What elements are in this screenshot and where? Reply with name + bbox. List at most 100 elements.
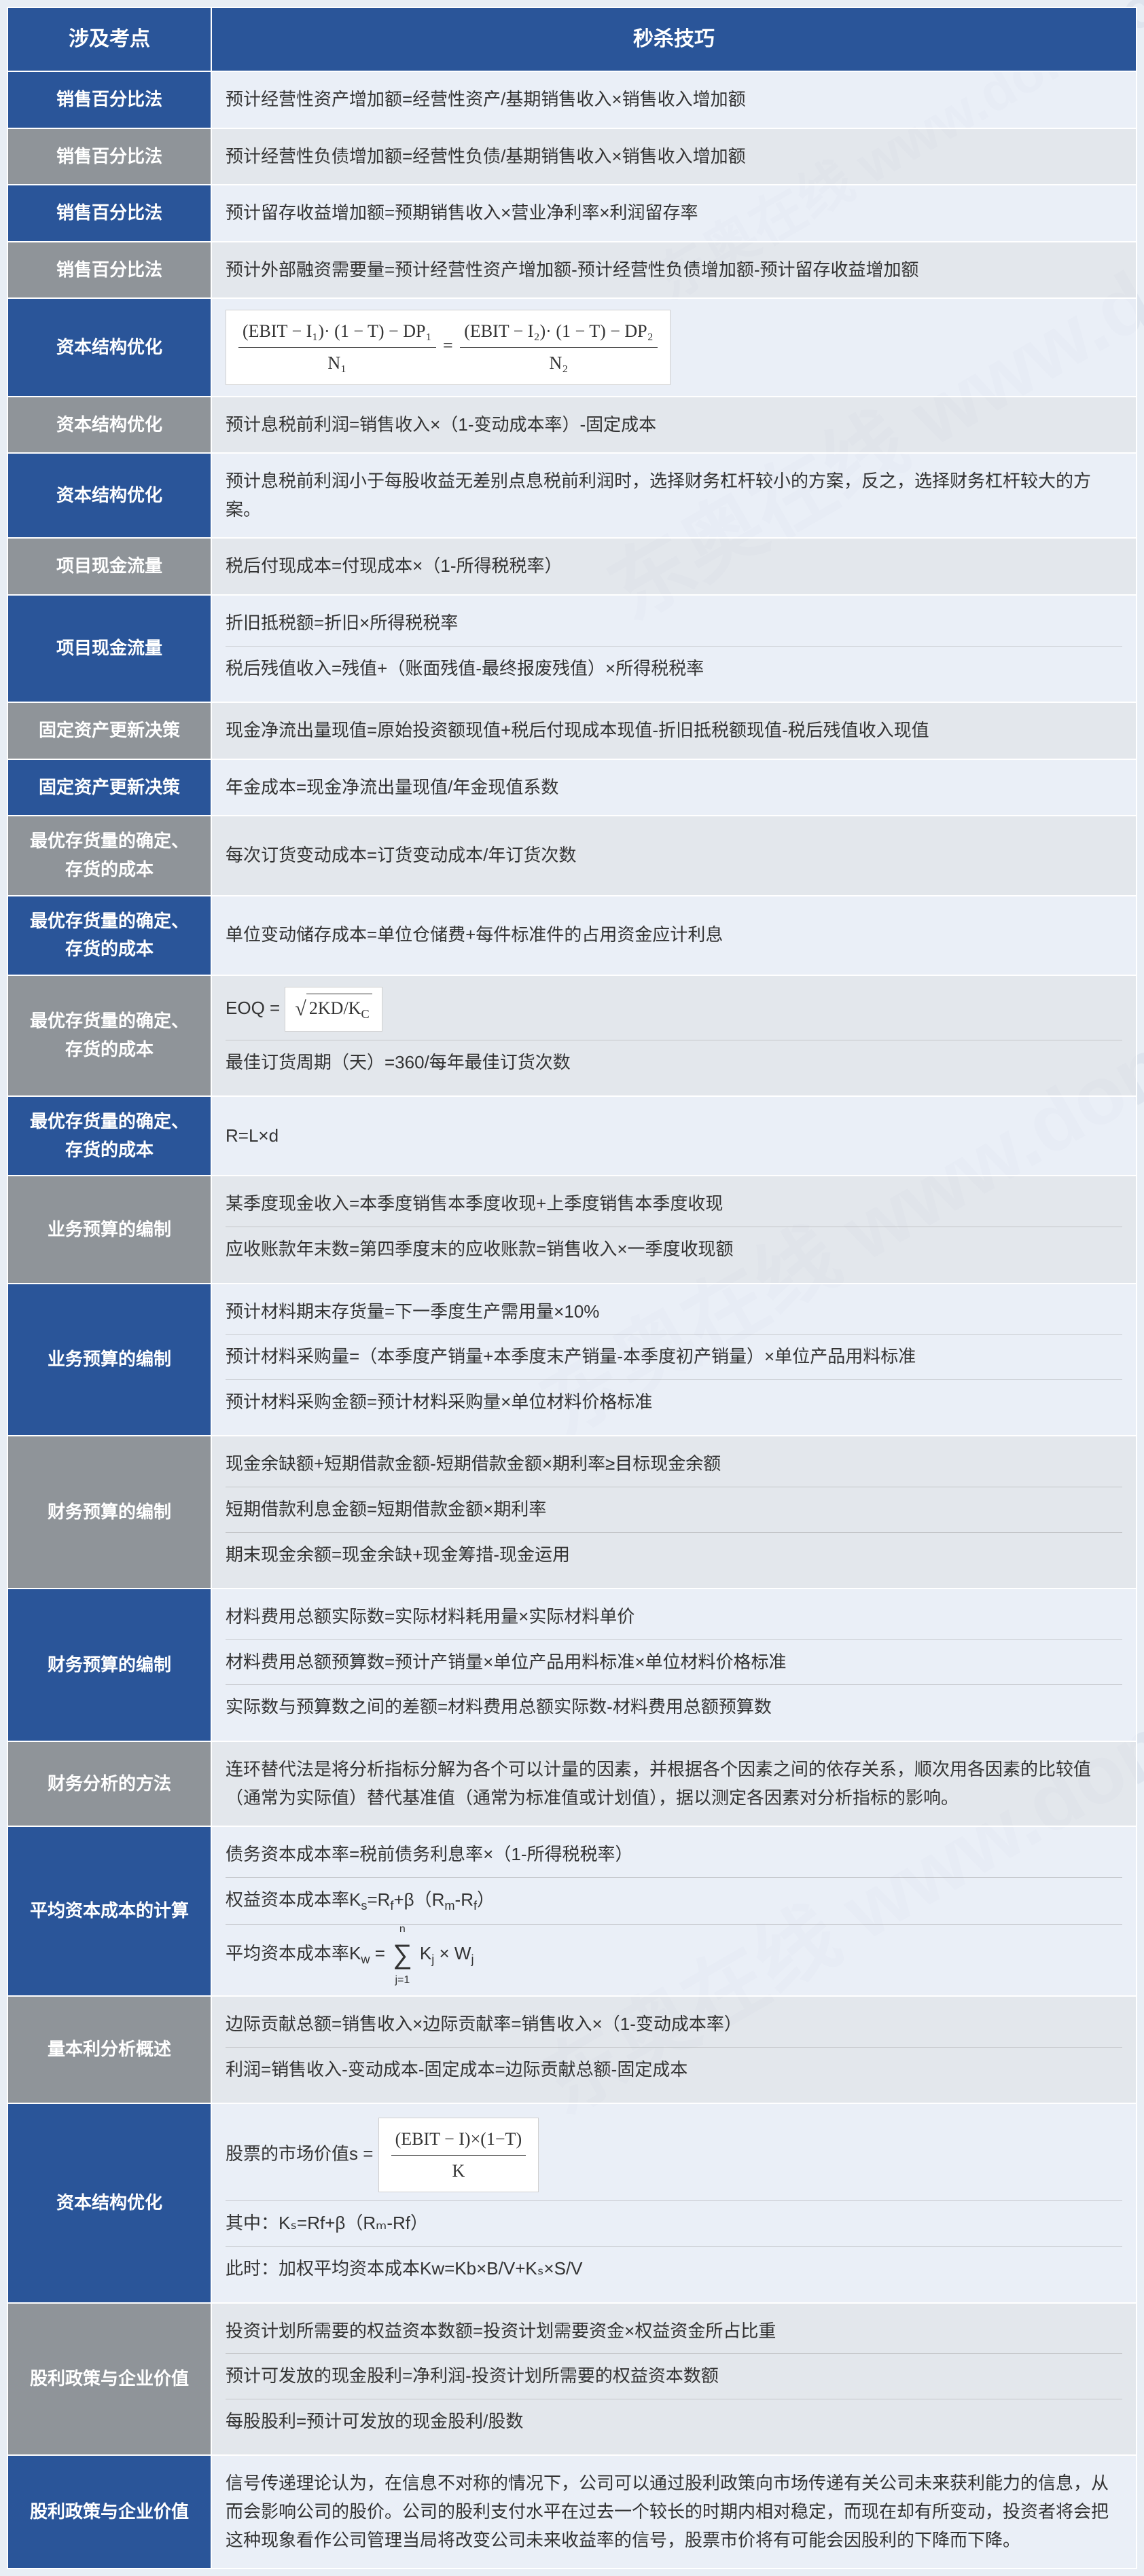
topic-cell: 平均资本成本的计算 xyxy=(7,1826,211,1996)
table-row: 销售百分比法预计经营性负债增加额=经营性负债/基期销售收入×销售收入增加额 xyxy=(7,128,1137,185)
content-line: 税后付现成本=付现成本×（1-所得税税率） xyxy=(226,552,1122,581)
table-row: 量本利分析概述边际贡献总额=销售收入×边际贡献率=销售收入×（1-变动成本率） 利… xyxy=(7,1996,1137,2103)
content-line: 年金成本=现金净流出量现值/年金现值系数 xyxy=(226,774,1122,802)
topic-cell: 资本结构优化 xyxy=(7,397,211,454)
content-cell: R=L×d xyxy=(211,1096,1137,1176)
topic-cell: 销售百分比法 xyxy=(7,128,211,185)
content-cell: 预计经营性资产增加额=经营性资产/基期销售收入×销售收入增加额 xyxy=(211,71,1137,128)
topic-cell: 业务预算的编制 xyxy=(7,1284,211,1436)
content-cell: 材料费用总额实际数=实际材料耗用量×实际材料单价材料费用总额预算数=预计产销量×… xyxy=(211,1589,1137,1741)
content-line: 应收账款年末数=第四季度末的应收账款=销售收入×一季度收现额 xyxy=(226,1227,1122,1264)
content-line: 信号传递理论认为，在信息不对称的情况下，公司可以通过股利政策向市场传递有关公司未… xyxy=(226,2469,1122,2554)
topic-cell: 最优存货量的确定、存货的成本 xyxy=(7,896,211,975)
table-row: 销售百分比法预计留存收益增加额=预期销售收入×营业净利率×利润留存率 xyxy=(7,185,1137,242)
content-cell: EOQ = √2KD/KC最佳订货周期（天）=360/每年最佳订货次数 xyxy=(211,975,1137,1097)
table-row: 资本结构优化股票的市场价值s = (EBIT − I)×(1−T)K 其中：Kₛ… xyxy=(7,2103,1137,2302)
table-row: 业务预算的编制预计材料期末存货量=下一季度生产需用量×10% 预计材料采购量=（本… xyxy=(7,1284,1137,1436)
content-cell: 债务资本成本率=税前债务利息率×（1-所得税税率） 权益资本成本率Ks=Rf+β… xyxy=(211,1826,1137,1996)
content-cell: 预计息税前利润小于每股收益无差别点息税前利润时，选择财务杠杆较小的方案，反之，选… xyxy=(211,453,1137,538)
topic-cell: 销售百分比法 xyxy=(7,71,211,128)
topic-cell: 项目现金流量 xyxy=(7,538,211,595)
content-line: 材料费用总额实际数=实际材料耗用量×实际材料单价 xyxy=(226,1603,1122,1631)
content-cell: 预计息税前利润=销售收入×（1-变动成本率）-固定成本 xyxy=(211,397,1137,454)
content-line: 短期借款利息金额=短期借款金额×期利率 xyxy=(226,1487,1122,1524)
content-line: 税后残值收入=残值+（账面残值-最终报废残值）×所得税税率 xyxy=(226,646,1122,683)
content-cell: 预计材料期末存货量=下一季度生产需用量×10% 预计材料采购量=（本季度产销量+本… xyxy=(211,1284,1137,1436)
topic-cell: 资本结构优化 xyxy=(7,453,211,538)
content-line: 每次订货变动成本=订货变动成本/年订货次数 xyxy=(226,841,1122,870)
content-line: 预计息税前利润小于每股收益无差别点息税前利润时，选择财务杠杆较小的方案，反之，选… xyxy=(226,467,1122,524)
content-cell: 单位变动储存成本=单位仓储费+每件标准件的占用资金应计利息 xyxy=(211,896,1137,975)
content-line: 材料费用总额预算数=预计产销量×单位产品用料标准×单位材料价格标准 xyxy=(226,1639,1122,1677)
header-technique: 秒杀技巧 xyxy=(211,7,1137,71)
table-row: 固定资产更新决策年金成本=现金净流出量现值/年金现值系数 xyxy=(7,759,1137,816)
content-cell: 投资计划所需要的权益资本数额=投资计划需要资金×权益资金所占比重预计可发放的现金… xyxy=(211,2303,1137,2456)
content-cell: 信号传递理论认为，在信息不对称的情况下，公司可以通过股利政策向市场传递有关公司未… xyxy=(211,2455,1137,2569)
content-line: 预计材料期末存货量=下一季度生产需用量×10% xyxy=(226,1298,1122,1326)
table-row: 资本结构优化预计息税前利润小于每股收益无差别点息税前利润时，选择财务杠杆较小的方… xyxy=(7,453,1137,538)
topic-cell: 量本利分析概述 xyxy=(7,1996,211,2103)
table-row: 财务预算的编制现金余缺额+短期借款金额-短期借款金额×期利率≥目标现金余额短期借… xyxy=(7,1436,1137,1589)
topic-cell: 股利政策与企业价值 xyxy=(7,2455,211,2569)
content-cell: 现金余缺额+短期借款金额-短期借款金额×期利率≥目标现金余额短期借款利息金额=短… xyxy=(211,1436,1137,1589)
content-line: 利润=销售收入-变动成本-固定成本=边际贡献总额-固定成本 xyxy=(226,2047,1122,2084)
content-line: 投资计划所需要的权益资本数额=投资计划需要资金×权益资金所占比重 xyxy=(226,2317,1122,2346)
table-row: 项目现金流量税后付现成本=付现成本×（1-所得税税率） xyxy=(7,538,1137,595)
content-line: 预计可发放的现金股利=净利润-投资计划所需要的权益资本数额 xyxy=(226,2353,1122,2391)
content-cell: 年金成本=现金净流出量现值/年金现值系数 xyxy=(211,759,1137,816)
header-topic: 涉及考点 xyxy=(7,7,211,71)
topic-cell: 业务预算的编制 xyxy=(7,1176,211,1283)
content-line: 边际贡献总额=销售收入×边际贡献率=销售收入×（1-变动成本率） xyxy=(226,2010,1122,2039)
content-line: 现金余缺额+短期借款金额-短期借款金额×期利率≥目标现金余额 xyxy=(226,1450,1122,1479)
content-cell: 边际贡献总额=销售收入×边际贡献率=销售收入×（1-变动成本率） 利润=销售收入-… xyxy=(211,1996,1137,2103)
content-line: 折旧抵税额=折旧×所得税税率 xyxy=(226,609,1122,638)
table-row: 资本结构优化预计息税前利润=销售收入×（1-变动成本率）-固定成本 xyxy=(7,397,1137,454)
topic-cell: 财务预算的编制 xyxy=(7,1436,211,1589)
table-row: 最优存货量的确定、存货的成本 R=L×d xyxy=(7,1096,1137,1176)
content-cell: 预计外部融资需要量=预计经营性资产增加额-预计经营性负债增加额-预计留存收益增加… xyxy=(211,242,1137,299)
content-line: 期末现金余额=现金余缺+现金筹措-现金运用 xyxy=(226,1532,1122,1570)
topic-cell: 最优存货量的确定、存货的成本 xyxy=(7,975,211,1097)
table-row: 最优存货量的确定、存货的成本每次订货变动成本=订货变动成本/年订货次数 xyxy=(7,816,1137,895)
content-line: 连环替代法是将分析指标分解为各个可以计量的因素，并根据各个因素之间的依存关系，顺… xyxy=(226,1756,1122,1812)
content-line: 预计留存收益增加额=预期销售收入×营业净利率×利润留存率 xyxy=(226,199,1122,228)
topic-cell: 财务分析的方法 xyxy=(7,1741,211,1826)
table-row: 股利政策与企业价值信号传递理论认为，在信息不对称的情况下，公司可以通过股利政策向… xyxy=(7,2455,1137,2569)
table-row: 资本结构优化 (EBIT − I₁)· (1 − T) − DP₁N₁ = (E… xyxy=(7,298,1137,396)
content-cell: 预计留存收益增加额=预期销售收入×营业净利率×利润留存率 xyxy=(211,185,1137,242)
content-cell: (EBIT − I₁)· (1 − T) − DP₁N₁ = (EBIT − I… xyxy=(211,298,1137,396)
content-line: 预计材料采购量=（本季度产销量+本季度末产销量-本季度初产销量）×单位产品用料标… xyxy=(226,1334,1122,1371)
topic-cell: 固定资产更新决策 xyxy=(7,702,211,759)
content-cell: 股票的市场价值s = (EBIT − I)×(1−T)K 其中：Kₛ=Rf+β（… xyxy=(211,2103,1137,2302)
table-row: 最优存货量的确定、存货的成本单位变动储存成本=单位仓储费+每件标准件的占用资金应… xyxy=(7,896,1137,975)
topic-cell: 股利政策与企业价值 xyxy=(7,2303,211,2456)
content-cell: 现金净流出量现值=原始投资额现值+税后付现成本现值-折旧抵税额现值-税后残值收入… xyxy=(211,702,1137,759)
topic-cell: 最优存货量的确定、存货的成本 xyxy=(7,1096,211,1176)
formula-table: 涉及考点 秒杀技巧 销售百分比法预计经营性资产增加额=经营性资产/基期销售收入×… xyxy=(7,7,1137,2569)
content-line: 每股股利=预计可发放的现金股利/股数 xyxy=(226,2399,1122,2436)
table-row: 最优存货量的确定、存货的成本EOQ = √2KD/KC最佳订货周期（天）=360… xyxy=(7,975,1137,1097)
content-line: 预计材料采购金额=预计材料采购量×单位材料价格标准 xyxy=(226,1379,1122,1417)
table-header-row: 涉及考点 秒杀技巧 xyxy=(7,7,1137,71)
content-line: 预计经营性资产增加额=经营性资产/基期销售收入×销售收入增加额 xyxy=(226,86,1122,114)
table-row: 销售百分比法预计经营性资产增加额=经营性资产/基期销售收入×销售收入增加额 xyxy=(7,71,1137,128)
topic-cell: 项目现金流量 xyxy=(7,595,211,702)
content-line: 单位变动储存成本=单位仓储费+每件标准件的占用资金应计利息 xyxy=(226,921,1122,949)
content-line: 预计息税前利润=销售收入×（1-变动成本率）-固定成本 xyxy=(226,411,1122,439)
content-cell: 连环替代法是将分析指标分解为各个可以计量的因素，并根据各个因素之间的依存关系，顺… xyxy=(211,1741,1137,1826)
content-cell: 折旧抵税额=折旧×所得税税率税后残值收入=残值+（账面残值-最终报废残值）×所得… xyxy=(211,595,1137,702)
content-line: 实际数与预算数之间的差额=材料费用总额实际数-材料费用总额预算数 xyxy=(226,1684,1122,1722)
table-row: 固定资产更新决策现金净流出量现值=原始投资额现值+税后付现成本现值-折旧抵税额现… xyxy=(7,702,1137,759)
content-line: R=L×d xyxy=(226,1122,1122,1150)
topic-cell: 固定资产更新决策 xyxy=(7,759,211,816)
topic-cell: 资本结构优化 xyxy=(7,2103,211,2302)
content-line: 预计经营性负债增加额=经营性负债/基期销售收入×销售收入增加额 xyxy=(226,143,1122,171)
table-row: 股利政策与企业价值投资计划所需要的权益资本数额=投资计划需要资金×权益资金所占比… xyxy=(7,2303,1137,2456)
topic-cell: 销售百分比法 xyxy=(7,242,211,299)
content-cell: 税后付现成本=付现成本×（1-所得税税率） xyxy=(211,538,1137,595)
content-cell: 某季度现金收入=本季度销售本季度收现+上季度销售本季度收现应收账款年末数=第四季… xyxy=(211,1176,1137,1283)
table-row: 销售百分比法预计外部融资需要量=预计经营性资产增加额-预计经营性负债增加额-预计… xyxy=(7,242,1137,299)
topic-cell: 资本结构优化 xyxy=(7,298,211,396)
content-line: 预计外部融资需要量=预计经营性资产增加额-预计经营性负债增加额-预计留存收益增加… xyxy=(226,256,1122,285)
table-row: 平均资本成本的计算债务资本成本率=税前债务利息率×（1-所得税税率） 权益资本成… xyxy=(7,1826,1137,1996)
